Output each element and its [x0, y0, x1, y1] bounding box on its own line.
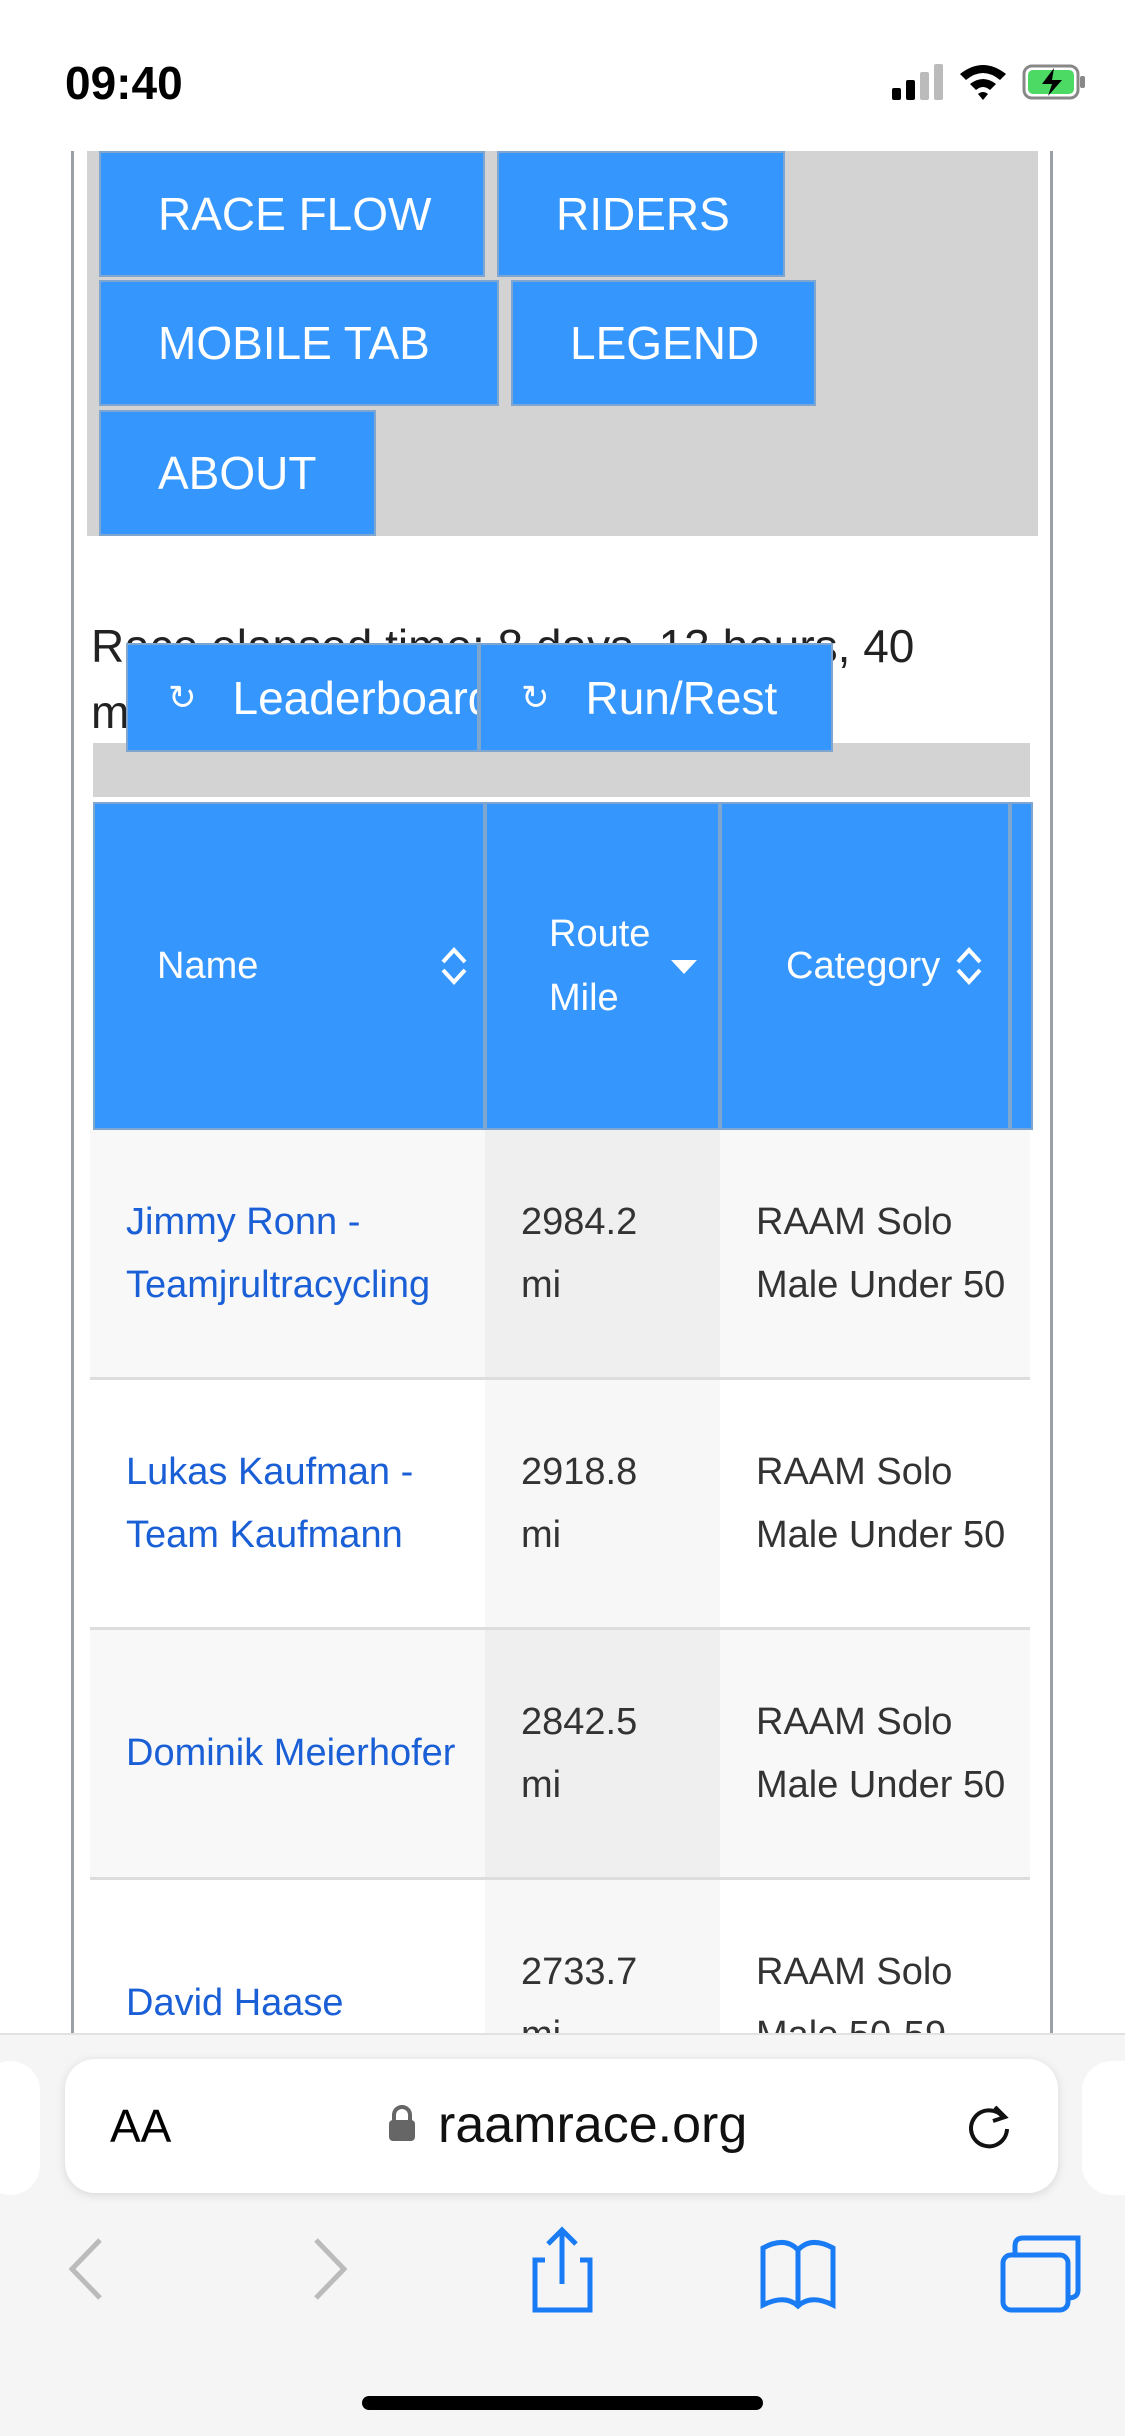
- sort-icon: [441, 947, 467, 985]
- column-header[interactable]: Name: [93, 802, 485, 1130]
- nav-button[interactable]: MOBILE TAB: [99, 280, 499, 406]
- header-label: Route Mile: [549, 913, 651, 1019]
- reload-icon[interactable]: [965, 2101, 1015, 2151]
- nav-button[interactable]: RIDERS: [497, 151, 785, 277]
- column-header[interactable]: Category: [720, 802, 1010, 1130]
- toolbar-bar: [93, 743, 1030, 797]
- table-row: Dominik Meierhofer 2842.5 mi RAAM Solo Mal…: [90, 1630, 1030, 1880]
- address-bar[interactable]: AA raamrace.org: [65, 2059, 1058, 2193]
- rider-name[interactable]: Jimmy Ronn - Teamjrultracycling: [90, 1130, 485, 1380]
- tab-preview: [0, 2061, 40, 2195]
- page-border: [71, 151, 74, 2033]
- tab-label: Leaderboard: [232, 671, 479, 724]
- tab-button[interactable]: ↻ Leaderboard: [126, 643, 479, 752]
- lock-icon: [389, 2105, 415, 2141]
- table-body: Jimmy Ronn - Teamjrultracycling 2984.2 mi…: [90, 1130, 1030, 2033]
- url-text: raamrace.org: [438, 2096, 748, 2154]
- table-cell: 2918.8 mi: [485, 1380, 720, 1630]
- rider-name[interactable]: Lukas Kaufman - Team Kaufmann: [90, 1380, 485, 1630]
- table-cell: 2733.7 mi: [485, 1880, 720, 2033]
- tab-preview: [1082, 2061, 1125, 2195]
- table-cell: RAAM Solo Male 50-59: [720, 1880, 1030, 2033]
- browser-toolbar: [68, 2226, 1081, 2313]
- table-cell: RAAM Solo Male Under 50: [720, 1630, 1030, 1880]
- table-cell: RAAM Solo Male Under 50: [720, 1380, 1030, 1630]
- rider-name[interactable]: Dominik Meierhofer: [90, 1630, 485, 1880]
- table-cell: 2842.5 mi: [485, 1630, 720, 1880]
- header-label: Name: [157, 945, 259, 987]
- home-indicator: [362, 2396, 763, 2410]
- column-header: [1010, 802, 1033, 1130]
- table-cell: 2984.2 mi: [485, 1130, 720, 1380]
- table-row: Jimmy Ronn - Teamjrultracycling 2984.2 mi…: [90, 1130, 1030, 1380]
- header-label: Category: [786, 945, 941, 987]
- table-row: Lukas Kaufman - Team Kaufmann 2918.8 mi RA…: [90, 1380, 1030, 1630]
- sort-icon: [956, 947, 982, 985]
- text-size-button[interactable]: AA: [110, 2100, 172, 2152]
- nav-button[interactable]: RACE FLOW: [99, 151, 485, 277]
- sort-icon: [671, 960, 697, 974]
- nav-button[interactable]: ABOUT: [99, 410, 376, 536]
- tab-label: Run/Rest: [585, 671, 778, 724]
- status-icons: [892, 64, 1085, 100]
- rider-name[interactable]: David Haase: [90, 1880, 485, 2033]
- column-header[interactable]: Route Mile: [485, 802, 720, 1130]
- page-border: [1050, 151, 1053, 2033]
- tab-button[interactable]: ↻ Run/Rest: [479, 643, 833, 752]
- web-content: RACE FLOW RIDERS MOBILE TAB LEGEND ABOUT…: [0, 151, 1125, 2033]
- table-cell: RAAM Solo Male Under 50: [720, 1130, 1030, 1380]
- status-time: 09:40: [65, 57, 183, 109]
- nav-button[interactable]: LEGEND: [511, 280, 816, 406]
